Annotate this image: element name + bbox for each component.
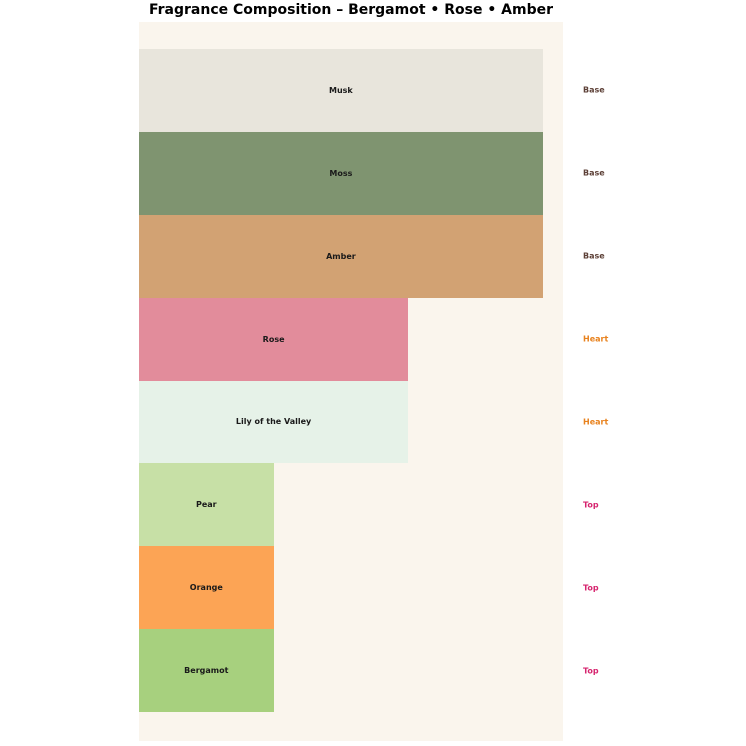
tier-label: Top: [583, 500, 599, 510]
tier-label: Top: [583, 666, 599, 676]
bar: Musk: [139, 49, 543, 132]
tier-label: Heart: [583, 334, 609, 344]
bar: Rose: [139, 297, 409, 381]
bars-container: Musk Base Moss Base Amber Base Rose Hear…: [139, 49, 608, 712]
bar: Bergamot: [139, 629, 274, 712]
bar: Moss: [139, 131, 543, 215]
bar: Lily of the Valley: [139, 380, 409, 464]
bar-row: Bergamot Top: [139, 629, 599, 712]
tier-label: Top: [583, 583, 599, 593]
bar-label: Rose: [262, 334, 285, 344]
bar-row: Orange Top: [139, 546, 599, 630]
bar-label: Musk: [329, 85, 353, 95]
tier-label: Base: [583, 168, 605, 178]
bar-row: Musk Base: [139, 49, 605, 132]
bar: Amber: [139, 214, 543, 298]
bar: Pear: [139, 463, 274, 547]
bar-row: Pear Top: [139, 463, 599, 547]
chart-title: Fragrance Composition – Bergamot • Rose …: [148, 2, 553, 18]
bar-row: Moss Base: [139, 131, 605, 215]
bar-label: Moss: [329, 168, 353, 178]
bar-label: Pear: [195, 500, 217, 510]
tier-label: Base: [583, 85, 605, 95]
bar-label: Lily of the Valley: [235, 417, 312, 427]
tier-label: Heart: [583, 417, 609, 427]
bar-label: Orange: [189, 583, 223, 593]
bar-label: Amber: [326, 251, 356, 261]
bar-row: Rose Heart: [139, 297, 608, 381]
bar-row: Amber Base: [139, 214, 605, 298]
bar: Orange: [139, 546, 274, 630]
bar-label: Bergamot: [184, 666, 229, 676]
tier-label: Base: [583, 251, 605, 261]
bar-row: Lily of the Valley Heart: [139, 380, 608, 464]
